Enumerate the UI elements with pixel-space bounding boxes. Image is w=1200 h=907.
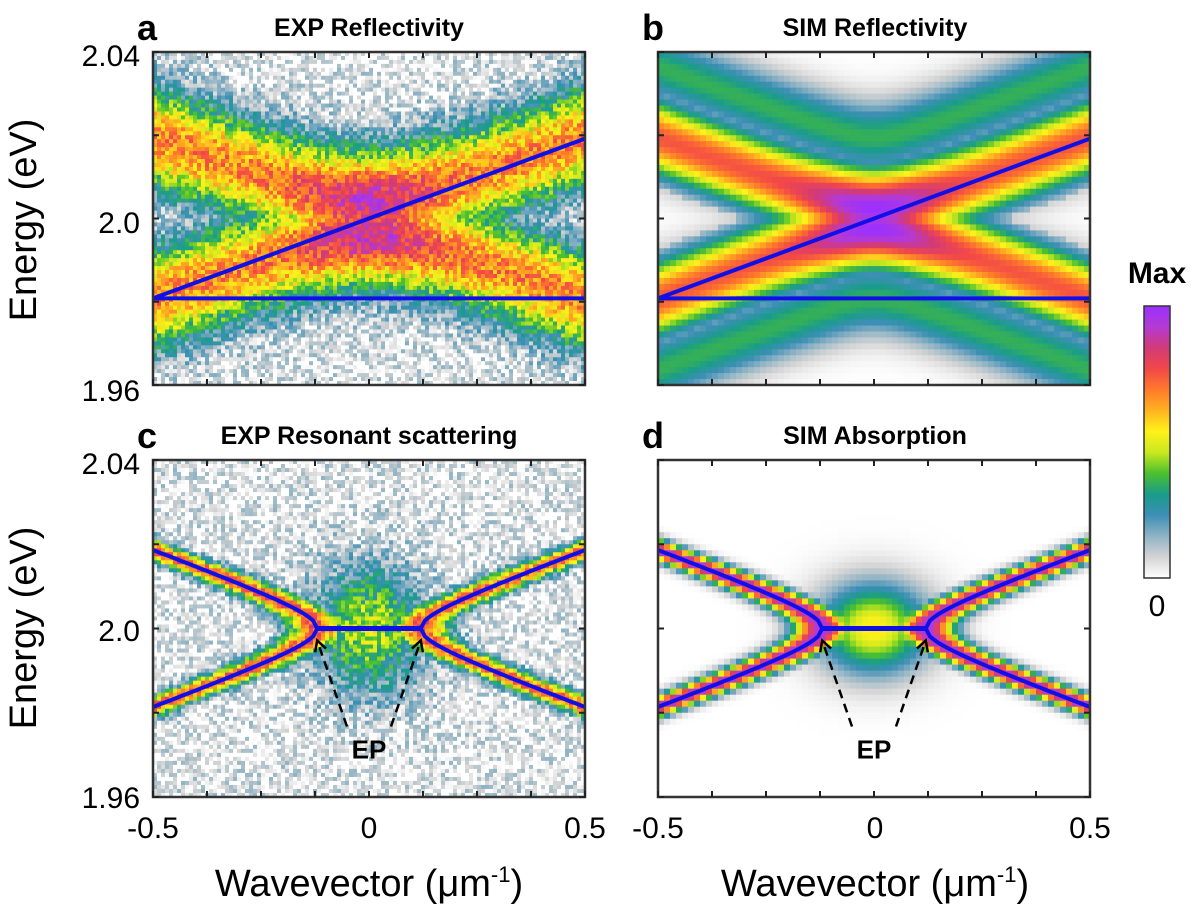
overlay-a [153,136,585,301]
y-axis-label-top: Energy (eV) [3,119,45,322]
overlay-d [658,548,1090,709]
ep-arrow [894,640,928,727]
eigenmode-branch [419,548,585,630]
x-tick-label-right-mid: 0 [867,812,884,845]
x-tick-label-right-max: 0.5 [1069,812,1111,845]
ep-arrowhead [411,638,425,653]
panel-letter: b [642,7,664,48]
panel-title: EXP Resonant scattering [221,422,518,450]
mode-line [658,136,1090,301]
panel-title: SIM Reflectivity [783,14,968,42]
y-tick-label-top-mid: 2.0 [98,207,140,240]
overlay-c [153,548,585,709]
y-axis-label-bottom: Energy (eV) [3,527,45,730]
overlay-b [658,136,1090,301]
panel-a: a EXP Reflectivity [137,7,587,387]
x-tick-label-left-mid: 0 [361,812,378,845]
panel-title: EXP Reflectivity [274,14,464,42]
ep-label: EP [857,735,892,765]
ep-arrow [820,640,854,727]
panel-letter: c [137,415,157,456]
x-tick-label-left-max: 0.5 [564,812,606,845]
panel-letter: d [642,415,664,456]
heatmap-d [658,460,1090,797]
ticks [657,459,1091,798]
eigenmode-branch [419,627,585,709]
heatmap-a [153,52,585,385]
panel-d: EP d SIM Absorption [642,415,1092,799]
ep-annotation: EP [818,638,930,765]
ep-arrow [315,640,349,727]
x-tick-label-right-min: -0.5 [632,812,684,845]
eigenmode-branch [153,627,319,709]
colorbar: Max 0 [1128,257,1187,623]
y-tick-label-bottom-max: 2.04 [82,448,140,481]
mode-line [153,136,585,301]
colorbar-max-label: Max [1128,257,1187,290]
ep-arrowhead [313,638,327,653]
y-tick-label-bottom-mid: 2.0 [98,615,140,648]
panel-c: EP c EXP Resonant scattering [137,415,587,799]
eigenmode-branch [924,627,1090,709]
colorbar-min-label: 0 [1149,590,1166,623]
heatmap-b [658,52,1090,385]
y-tick-label-top-min: 1.96 [82,375,140,408]
eigenmode-branch [924,548,1090,630]
x-tick-label-left-min: -0.5 [127,812,179,845]
y-tick-label-top-max: 2.04 [82,40,140,73]
x-axis-label-left: Wavevector (μm-1) [215,862,523,905]
x-axis-label-right: Wavevector (μm-1) [721,862,1029,905]
panel-letter: a [137,7,158,48]
ticks [657,51,1091,386]
ep-annotation: EP [313,638,425,765]
y-tick-label-bottom-min: 1.96 [82,782,140,815]
ep-arrowhead [916,638,930,653]
ticks [152,51,586,386]
ep-arrow [389,640,423,727]
ticks [152,459,586,798]
eigenmode-branch [153,548,319,630]
ep-arrowhead [818,638,832,653]
panel-title: SIM Absorption [783,422,967,450]
panel-b: b SIM Reflectivity [642,7,1092,387]
eigenmode-branch [658,627,824,709]
colorbar-gradient [1143,305,1171,579]
eigenmode-branch [658,548,824,630]
panels: a EXP Reflectivity b SIM Reflectivity EP c EXP… [137,7,1092,799]
ep-label: EP [352,735,387,765]
